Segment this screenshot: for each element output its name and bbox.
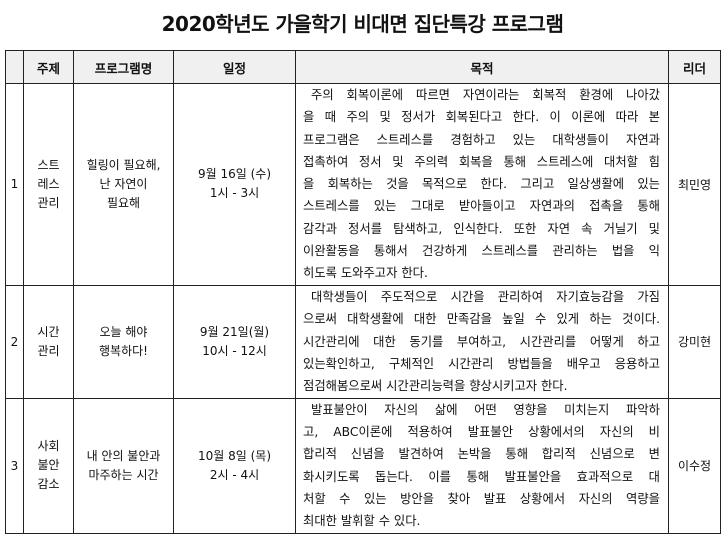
schedule-cell: 10월 8일 (목) 2시 - 4시 <box>173 397 296 534</box>
header-program: 프로그램명 <box>73 50 174 84</box>
purpose-cell-line: 대학생들이 주도적으로 시간을 관리하여 자기효능감을 가짐 <box>311 289 660 304</box>
purpose-cell-line: 감각과 정서를 탐색하고, 인식한다. 또한 자연 속 거닐기 및 <box>303 221 660 236</box>
program-name-cell-line: 난 자연이 <box>99 176 148 191</box>
schedule-cell-line: 9월 21일(월) <box>199 324 270 339</box>
table-row: 3 사회 불안 감소 내 안의 불안과 마주하는 시간 10월 8일 (목) 2시 - 4시 발… <box>5 397 721 534</box>
header-row: 주제 프로그램명 일정 목적 리더 <box>5 50 721 84</box>
purpose-cell-line: 을 때 주의 및 정서가 회복된다고 한다. 이 이론에 따라 본 <box>303 110 660 125</box>
topic-cell-line: 감소 <box>37 477 60 492</box>
purpose-cell-line: 이완활동을 통해서 건강하게 스트레스를 관리하는 법을 익 <box>303 244 660 259</box>
schedule-cell-line: 10시 - 12시 <box>202 343 267 358</box>
purpose-cell-line: 있는확인하고, 구체적인 시간관리 방법들을 배우고 응용하고 <box>303 356 660 371</box>
purpose-cell-line: 으로써 대학생활에 대한 만족감을 높일 수 있게 하는 것이다. <box>303 312 660 327</box>
row-number: 3 <box>5 397 24 534</box>
purpose-cell-line: 주의 회복이론에 따르면 자연이라는 회복적 환경에 나아갔 <box>311 88 660 102</box>
row-number: 2 <box>5 284 24 399</box>
purpose-cell-line: 점검해봄으로써 시간관리능력을 향상시키고자 한다. <box>303 379 568 394</box>
table-row: 1 스트 레스 관리 힐링이 필요해, 난 자연이 필요해 9월 16일 (수) 1시 - 3시… <box>5 83 721 286</box>
topic-cell-line: 불안 <box>37 458 60 473</box>
schedule-cell: 9월 16일 (수) 1시 - 3시 <box>173 83 296 286</box>
topic-cell-line: 시간 <box>37 324 60 339</box>
purpose-cell-line: 합리적 신념을 발견하여 논박을 통해 합리적 신념으로 변 <box>303 447 660 462</box>
schedule-cell-line: 10월 8일 (목) <box>197 448 272 463</box>
schedule-cell-line: 2시 - 4시 <box>209 467 260 482</box>
header-schedule: 일정 <box>173 50 296 84</box>
program-name-cell-line: 힐링이 필요해, <box>86 157 161 172</box>
purpose-cell-line: 처할 수 있는 방안을 찾아 발표 상황에서 자신의 역량을 <box>303 491 660 506</box>
purpose-cell-line: 을 회복하는 것을 목적으로 한다. 그리고 일상생활에 있는 <box>303 177 660 192</box>
schedule-cell: 9월 21일(월) 10시 - 12시 <box>173 284 296 399</box>
purpose-cell-line: 시간관리에 대한 동기를 부여하고, 시간관리를 어떻게 하고 <box>303 334 660 349</box>
program-name-cell-line: 오늘 해야 <box>99 324 148 339</box>
purpose-cell-line: 히도록 도와주고자 한다. <box>303 266 428 281</box>
topic-cell-line: 관리 <box>37 195 60 210</box>
topic-cell-line: 사회 <box>37 439 60 454</box>
program-table: 주제 프로그램명 일정 목적 리더 1 스트 레스 관리 힐링이 필요해, 난 자연이 필요… <box>5 50 721 534</box>
purpose-cell-line: 최대한 발휘할 수 있다. <box>303 514 421 529</box>
topic-cell-line: 스트 <box>37 157 60 172</box>
leader-cell: 이수정 <box>668 397 721 534</box>
schedule-cell-line: 9월 16일 (수) <box>197 167 272 182</box>
header-num <box>5 50 24 84</box>
table-row: 2 시간 관리 오늘 해야 행복하다! 9월 21일(월) 10시 - 12시 대학생들이 주… <box>5 284 721 399</box>
program-name-cell-line: 마주하는 시간 <box>88 467 159 482</box>
purpose-cell-line: 화시키도록 돕는다. 이를 통해 발표불안을 효과적으로 대 <box>303 469 660 484</box>
schedule-cell-line: 1시 - 3시 <box>209 186 260 201</box>
topic-cell-line: 관리 <box>37 343 60 358</box>
topic-cell-line: 레스 <box>37 176 60 191</box>
program-name-cell-line: 내 안의 불안과 <box>86 448 161 463</box>
header-leader: 리더 <box>668 50 721 84</box>
purpose-cell-line: 고, ABC이론에 적용하여 발표불안 상황에서의 자신의 비 <box>303 425 660 440</box>
row-number: 1 <box>5 83 24 286</box>
purpose-cell-line: 프로그램은 스트레스를 경험하고 있는 대학생들이 자연과 <box>303 132 660 147</box>
header-purpose: 목적 <box>295 50 669 84</box>
purpose-cell-line: 접촉하여 정서 및 주의력 회복을 통해 스트레스에 대처할 힘 <box>303 154 660 169</box>
program-name-cell-line: 행복하다! <box>99 343 148 358</box>
purpose-cell-line: 스트레스를 있는 그대로 받아들이고 자연과의 접촉을 통해 <box>303 199 660 214</box>
purpose-cell-line: 발표불안이 자신의 삶에 어떤 영향을 미치는지 파악하 <box>311 402 660 417</box>
header-topic: 주제 <box>23 50 74 84</box>
page-title: 2020학년도 가을학기 비대면 집단특강 프로그램 <box>161 12 564 36</box>
leader-cell: 최민영 <box>668 83 721 286</box>
leader-cell: 강미현 <box>668 284 721 399</box>
program-name-cell-line: 필요해 <box>106 195 141 210</box>
